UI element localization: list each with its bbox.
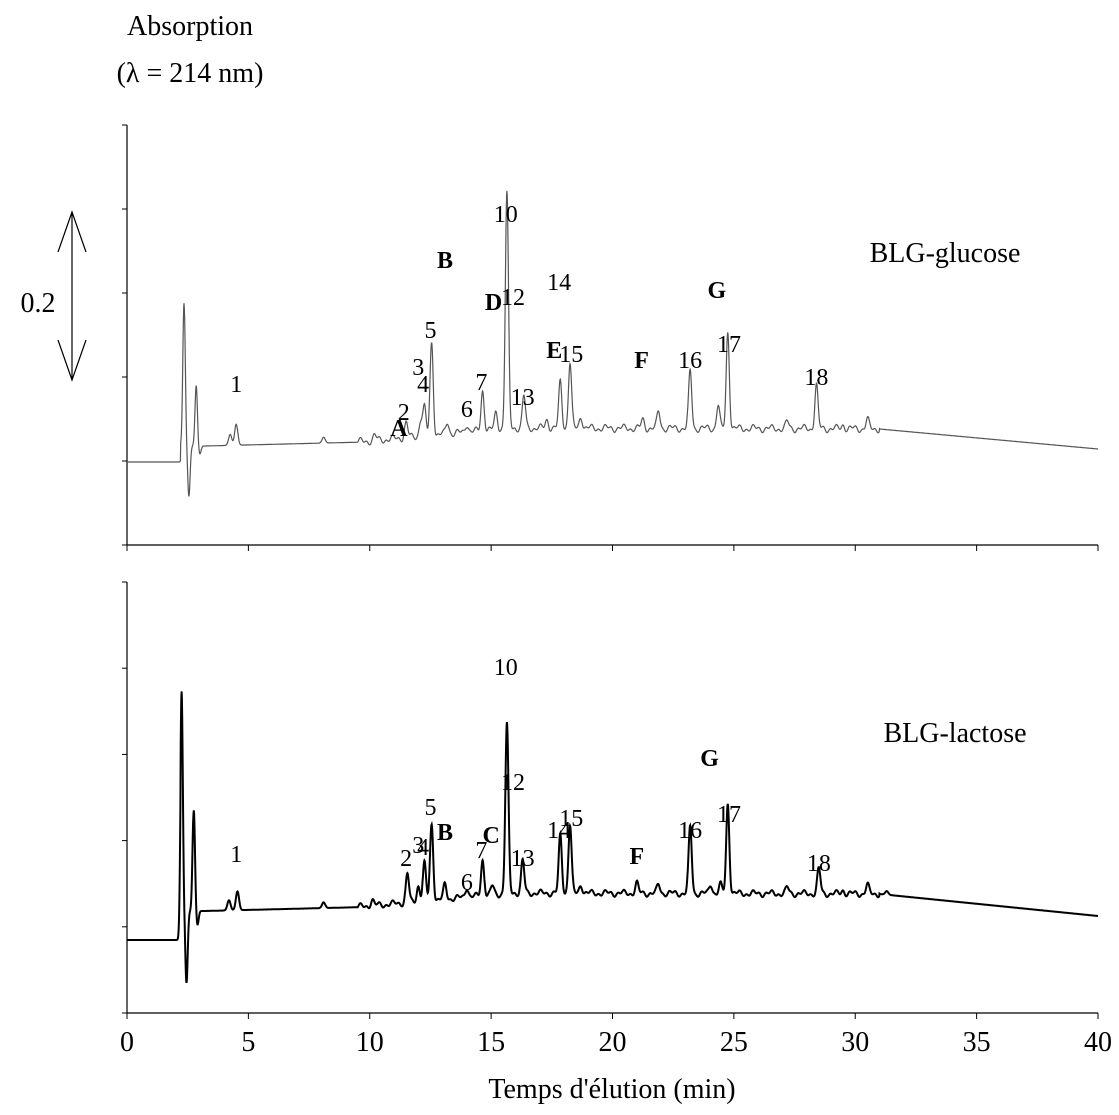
x-tick-label: 10 [356, 1027, 384, 1058]
peak-label-glucose-10: 10 [494, 202, 518, 228]
x-tick-label: 30 [841, 1027, 869, 1058]
peak-label-glucose-13: 13 [511, 385, 535, 411]
x-tick-label: 40 [1084, 1027, 1112, 1058]
peak-label-glucose-17: 17 [717, 332, 741, 358]
peak-label-glucose-F: F [634, 348, 649, 374]
y-axis-title-line1: Absorption [127, 11, 253, 42]
peak-label-lactose-13: 13 [511, 846, 535, 872]
scale-bar: 0.2 [21, 212, 87, 380]
peak-label-lactose-10: 10 [494, 655, 518, 681]
peak-label-lactose-2: 2 [400, 846, 412, 872]
peak-label-lactose-4: 4 [417, 835, 429, 861]
peak-label-glucose-5: 5 [424, 318, 436, 344]
peak-label-glucose-1: 1 [230, 372, 242, 398]
x-tick-label: 0 [120, 1027, 134, 1058]
peak-label-lactose-5: 5 [424, 795, 436, 821]
x-tick-label: 35 [963, 1027, 991, 1058]
panel-label-blg-glucose: BLG-glucose [870, 238, 1021, 269]
peak-label-lactose-1: 1 [230, 842, 242, 868]
peak-label-lactose-B: B [437, 820, 453, 846]
peak-label-glucose-B: B [437, 248, 453, 274]
y-axis-title-line2: (λ = 214 nm) [117, 58, 264, 89]
peak-label-glucose-7: 7 [475, 370, 487, 396]
peak-label-glucose-12: 12 [501, 285, 525, 311]
peak-label-lactose-17: 17 [717, 802, 741, 828]
x-tick-label: 20 [599, 1027, 627, 1058]
x-tick-label: 15 [477, 1027, 505, 1058]
x-axis-title: Temps d'élution (min) [488, 1074, 735, 1105]
peak-label-glucose-18: 18 [804, 365, 828, 391]
panel-label-blg-lactose: BLG-lactose [883, 718, 1026, 749]
peak-label-lactose-16: 16 [678, 818, 702, 844]
peak-label-lactose-G: G [700, 746, 719, 772]
peak-label-glucose-6: 6 [461, 397, 473, 423]
chromatogram-trace-glucose [127, 191, 1098, 497]
scale-bar-label: 0.2 [21, 288, 56, 319]
peak-label-lactose-C: C [482, 823, 499, 849]
peak-label-lactose-12: 12 [501, 770, 525, 796]
peak-label-glucose-2: 2 [398, 400, 410, 426]
peak-label-glucose-4: 4 [417, 372, 429, 398]
peak-label-lactose-18: 18 [807, 851, 831, 877]
peak-label-glucose-G: G [708, 278, 727, 304]
peak-label-glucose-16: 16 [678, 348, 702, 374]
peak-label-lactose-F: F [629, 844, 644, 870]
peak-label-lactose-6: 6 [461, 870, 473, 896]
x-tick-label: 25 [720, 1027, 748, 1058]
peak-label-glucose-14: 14 [547, 270, 571, 296]
x-tick-label: 5 [241, 1027, 255, 1058]
peak-label-glucose-15: 15 [559, 342, 583, 368]
peak-label-lactose-15: 15 [559, 806, 583, 832]
peak-label-glucose-D: D [485, 290, 502, 316]
